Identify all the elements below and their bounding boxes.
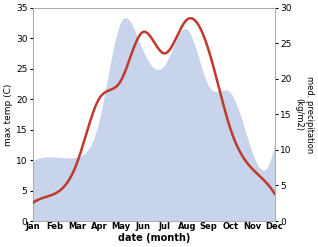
Y-axis label: max temp (C): max temp (C) (4, 83, 13, 145)
Y-axis label: med. precipitation
(kg/m2): med. precipitation (kg/m2) (294, 76, 314, 153)
X-axis label: date (month): date (month) (118, 233, 190, 243)
